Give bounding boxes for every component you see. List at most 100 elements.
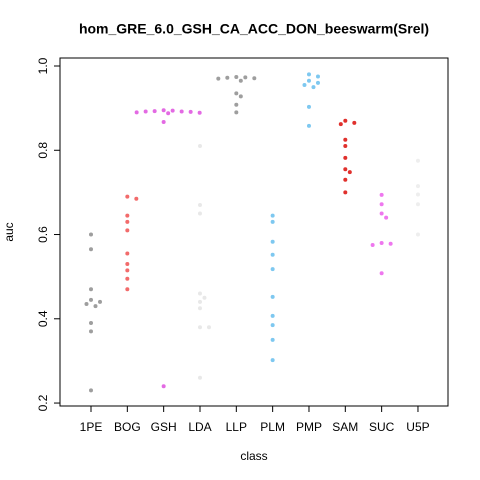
point — [134, 110, 139, 115]
point — [234, 74, 239, 79]
point — [379, 240, 384, 245]
point — [270, 323, 275, 328]
point — [415, 184, 420, 189]
x-tick-label: SAM — [332, 420, 358, 434]
point — [343, 177, 348, 182]
point — [343, 167, 348, 172]
point — [89, 232, 93, 237]
point — [125, 262, 130, 267]
x-tick-label: U5P — [406, 420, 429, 434]
point — [161, 108, 166, 113]
point — [352, 120, 357, 125]
point — [98, 299, 102, 304]
point — [202, 295, 207, 300]
x-axis-label: class — [240, 449, 267, 463]
point — [388, 241, 393, 246]
point — [125, 219, 130, 224]
point — [384, 215, 389, 220]
point — [134, 196, 139, 201]
point — [143, 109, 148, 114]
point — [252, 76, 257, 81]
point — [161, 120, 166, 125]
y-tick-label: 0.6 — [36, 226, 50, 243]
point — [161, 384, 166, 389]
point — [306, 123, 311, 128]
point — [197, 203, 202, 208]
point — [415, 232, 420, 237]
point — [89, 297, 93, 302]
x-tick-label: BOG — [114, 420, 141, 434]
point — [125, 287, 130, 292]
x-tick-label: LLP — [226, 420, 247, 434]
point — [238, 94, 243, 99]
point — [197, 299, 202, 304]
point — [89, 388, 93, 393]
point — [306, 72, 311, 77]
point — [234, 91, 239, 96]
point — [311, 85, 316, 90]
point — [170, 108, 175, 113]
x-tick-label: 1PE — [80, 420, 103, 434]
point — [243, 75, 248, 80]
point — [125, 194, 130, 199]
point — [415, 158, 420, 163]
point — [379, 211, 384, 216]
x-tick-label: PLM — [260, 420, 285, 434]
x-tick-label: LDA — [188, 420, 211, 434]
point — [125, 251, 130, 256]
point — [306, 78, 311, 83]
point — [343, 144, 348, 149]
y-tick-label: 0.2 — [36, 394, 50, 411]
point — [302, 82, 307, 87]
point — [379, 192, 384, 197]
point — [89, 329, 93, 334]
point — [89, 321, 93, 326]
point — [270, 252, 275, 257]
point — [270, 213, 275, 218]
point — [234, 110, 239, 115]
plot-frame — [59, 57, 449, 407]
point — [415, 202, 420, 207]
point — [270, 294, 275, 299]
y-tick-label: 1.0 — [36, 57, 50, 74]
point — [343, 137, 348, 142]
point — [343, 155, 348, 160]
point — [225, 75, 230, 80]
point — [206, 325, 211, 330]
point — [238, 78, 243, 83]
point — [343, 118, 348, 123]
point — [152, 109, 157, 114]
y-axis-label: auc — [2, 222, 16, 241]
point — [270, 239, 275, 244]
point — [125, 268, 130, 273]
point — [270, 313, 275, 318]
point — [197, 306, 202, 311]
point — [197, 291, 202, 296]
point — [197, 375, 202, 380]
point — [125, 213, 130, 218]
y-tick-label: 0.4 — [36, 310, 50, 327]
x-tick-label: PMP — [296, 420, 322, 434]
point — [197, 325, 202, 330]
point — [197, 110, 202, 115]
point — [343, 190, 348, 195]
point — [93, 304, 98, 309]
point — [270, 337, 275, 342]
point — [188, 109, 193, 114]
point — [415, 192, 420, 197]
point — [197, 144, 202, 149]
point — [125, 276, 130, 281]
point — [338, 122, 343, 127]
point — [197, 211, 202, 216]
point — [179, 109, 184, 114]
point — [379, 271, 384, 276]
point — [270, 267, 275, 272]
y-tick-label: 0.8 — [36, 142, 50, 159]
point — [379, 202, 384, 207]
point — [347, 170, 352, 175]
chart-title: hom_GRE_6.0_GSH_CA_ACC_DON_beeswarm(Srel… — [79, 21, 429, 37]
point — [315, 80, 320, 85]
point — [370, 243, 375, 248]
point — [84, 302, 89, 307]
point — [270, 219, 275, 224]
